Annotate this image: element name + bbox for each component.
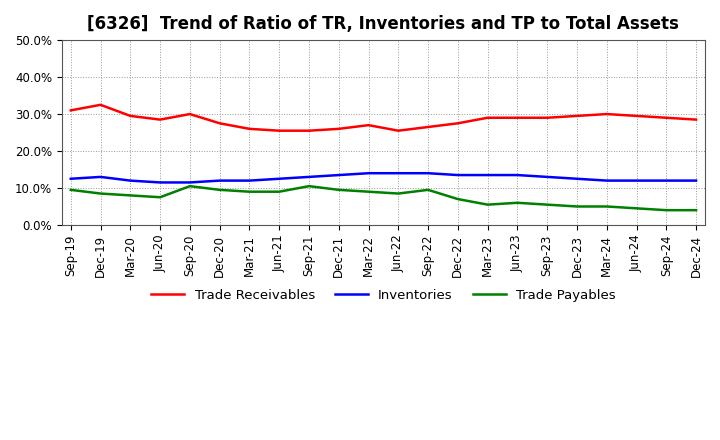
- Trade Receivables: [245, 126, 253, 132]
- Inventories: [275, 176, 284, 181]
- Trade Receivables: [66, 108, 75, 113]
- Trade Payables: [215, 187, 224, 192]
- Trade Receivables: [335, 126, 343, 132]
- Title: [6326]  Trend of Ratio of TR, Inventories and TP to Total Assets: [6326] Trend of Ratio of TR, Inventories…: [88, 15, 680, 33]
- Trade Payables: [66, 187, 75, 192]
- Inventories: [215, 178, 224, 183]
- Trade Receivables: [126, 113, 135, 118]
- Trade Receivables: [662, 115, 670, 121]
- Inventories: [572, 176, 581, 181]
- Trade Receivables: [692, 117, 701, 122]
- Trade Receivables: [186, 111, 194, 117]
- Inventories: [364, 171, 373, 176]
- Trade Payables: [305, 183, 313, 189]
- Trade Receivables: [305, 128, 313, 133]
- Trade Payables: [156, 194, 164, 200]
- Trade Receivables: [215, 121, 224, 126]
- Trade Payables: [603, 204, 611, 209]
- Trade Receivables: [454, 121, 462, 126]
- Inventories: [543, 174, 552, 180]
- Inventories: [305, 174, 313, 180]
- Inventories: [483, 172, 492, 178]
- Trade Receivables: [364, 122, 373, 128]
- Trade Receivables: [603, 111, 611, 117]
- Inventories: [513, 172, 522, 178]
- Trade Payables: [335, 187, 343, 192]
- Inventories: [424, 171, 433, 176]
- Trade Payables: [513, 200, 522, 205]
- Trade Payables: [483, 202, 492, 207]
- Trade Payables: [692, 208, 701, 213]
- Trade Receivables: [424, 125, 433, 130]
- Inventories: [186, 180, 194, 185]
- Inventories: [394, 171, 402, 176]
- Trade Payables: [394, 191, 402, 196]
- Trade Receivables: [572, 113, 581, 118]
- Trade Receivables: [513, 115, 522, 121]
- Trade Payables: [454, 196, 462, 202]
- Trade Payables: [186, 183, 194, 189]
- Trade Payables: [632, 205, 641, 211]
- Inventories: [692, 178, 701, 183]
- Trade Payables: [543, 202, 552, 207]
- Trade Receivables: [96, 102, 105, 107]
- Trade Receivables: [156, 117, 164, 122]
- Trade Payables: [572, 204, 581, 209]
- Inventories: [245, 178, 253, 183]
- Trade Payables: [364, 189, 373, 194]
- Trade Payables: [662, 208, 670, 213]
- Inventories: [632, 178, 641, 183]
- Inventories: [126, 178, 135, 183]
- Inventories: [66, 176, 75, 181]
- Inventories: [603, 178, 611, 183]
- Inventories: [96, 174, 105, 180]
- Trade Receivables: [632, 113, 641, 118]
- Inventories: [454, 172, 462, 178]
- Trade Receivables: [275, 128, 284, 133]
- Trade Payables: [245, 189, 253, 194]
- Trade Receivables: [394, 128, 402, 133]
- Trade Payables: [96, 191, 105, 196]
- Inventories: [335, 172, 343, 178]
- Line: Inventories: Inventories: [71, 173, 696, 183]
- Legend: Trade Receivables, Inventories, Trade Payables: Trade Receivables, Inventories, Trade Pa…: [145, 283, 621, 307]
- Trade Receivables: [483, 115, 492, 121]
- Inventories: [662, 178, 670, 183]
- Trade Payables: [424, 187, 433, 192]
- Line: Trade Receivables: Trade Receivables: [71, 105, 696, 131]
- Inventories: [156, 180, 164, 185]
- Trade Payables: [126, 193, 135, 198]
- Trade Payables: [275, 189, 284, 194]
- Line: Trade Payables: Trade Payables: [71, 186, 696, 210]
- Trade Receivables: [543, 115, 552, 121]
